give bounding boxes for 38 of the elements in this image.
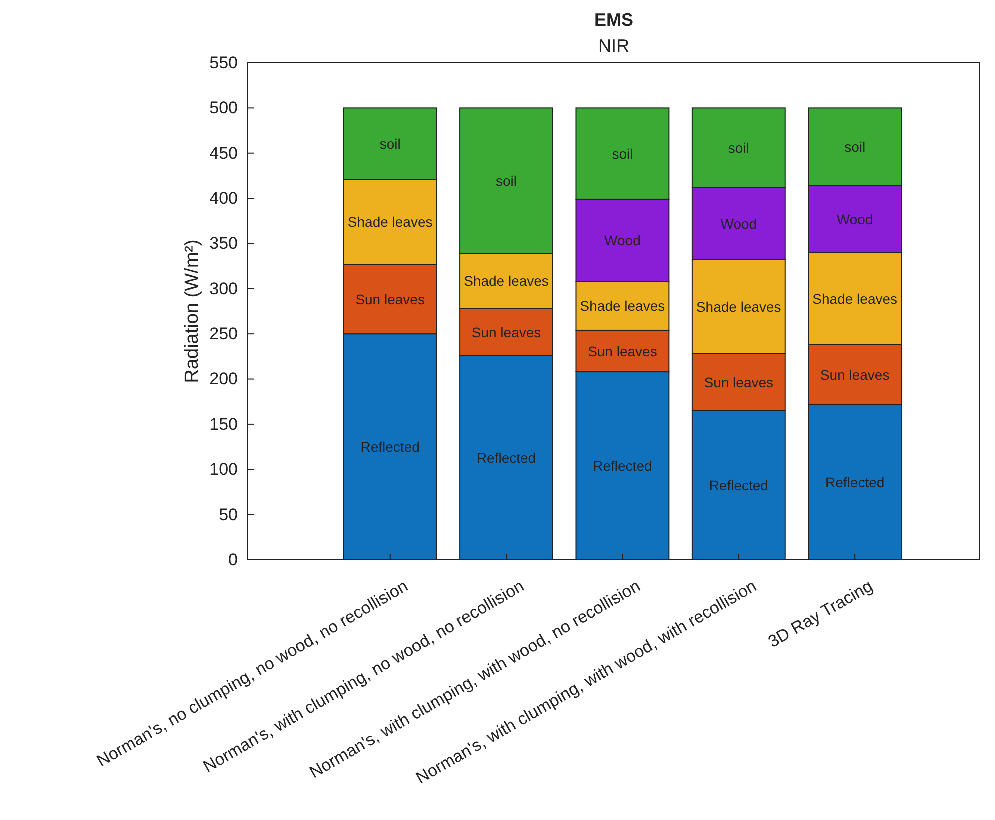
y-tick-label: 100 [210,460,238,480]
y-tick-label: 250 [210,324,238,344]
text: Sun leaves [820,366,890,383]
text: soil [612,146,634,162]
y-tick-label: 500 [210,98,238,118]
y-tick-label: 550 [210,53,238,72]
text: Shade leaves [464,273,549,290]
text: Shade leaves [348,214,433,230]
text: Reflected [360,439,420,456]
chart-subtitle: NIR [598,36,630,56]
chart-title: EMS [594,10,634,30]
series-label: Wood [836,211,874,228]
text: Reflected [593,458,652,474]
y-tick-label: 400 [210,188,238,208]
series-label: Shade leaves [580,298,666,314]
y-tick-label: 350 [210,234,238,254]
text: Shade leaves [812,290,898,307]
text: Wood [604,232,641,249]
series-label: Reflected [476,450,536,466]
y-tick-label: 50 [219,505,238,524]
text: Reflected [826,474,885,490]
y-tick-label: 300 [210,279,238,298]
y-tick-label: 150 [210,414,238,434]
text: Sun leaves [588,343,658,360]
y-tick-label: 0 [228,550,238,570]
text: soil [844,139,866,156]
series-label: Sun leaves [356,291,425,308]
text: Reflected [709,477,768,494]
series-label: soil [380,136,401,152]
y-axis-title: Radiation (W/m²) [182,240,203,384]
text: soil [728,140,750,156]
text: Shade leaves [696,298,782,315]
text: Sun leaves [704,374,774,390]
y-tick-label: 200 [210,370,238,389]
text: soil [496,172,518,189]
text: Sun leaves [472,324,542,340]
text: Wood [720,216,758,232]
y-tick-label: 450 [210,144,238,163]
